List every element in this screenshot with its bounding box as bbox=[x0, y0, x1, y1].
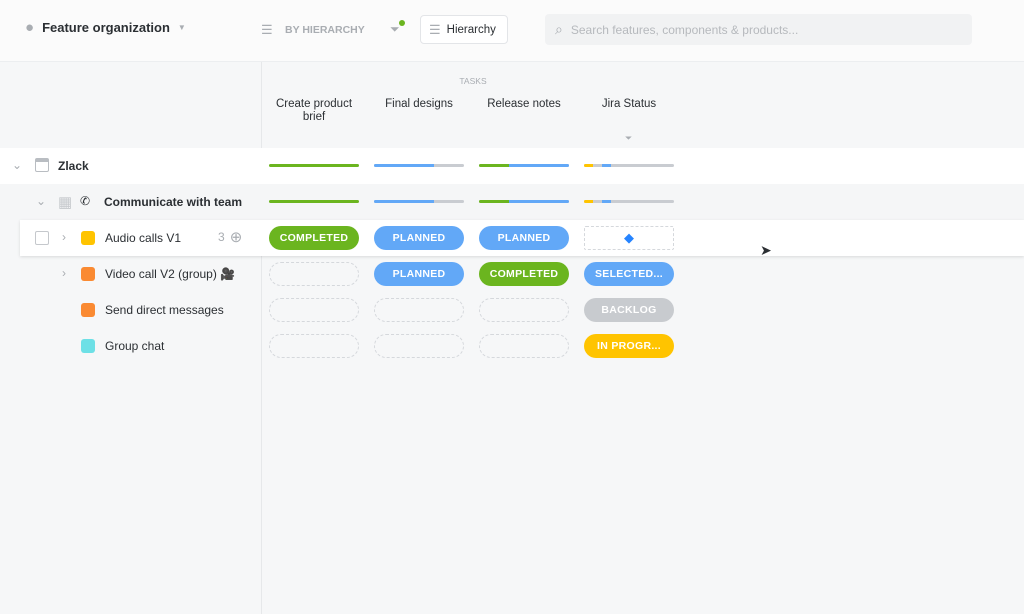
page-title-dropdown[interactable]: ● Feature organization ▼ bbox=[25, 19, 186, 36]
status-pill[interactable]: BACKLOG bbox=[584, 298, 674, 322]
progress-segment bbox=[602, 200, 611, 203]
mouse-cursor: ➤ bbox=[760, 242, 772, 258]
status-pill[interactable]: PLANNED bbox=[479, 226, 569, 250]
group-by-button[interactable]: BY HIERARCHY bbox=[285, 24, 365, 36]
empty-status-cell[interactable] bbox=[479, 334, 569, 358]
hierarchy-icon: ☰ bbox=[429, 21, 441, 37]
progress-segment bbox=[374, 200, 435, 203]
row-label: Video call V2 (group) 🎥 bbox=[105, 267, 236, 281]
product-icon bbox=[35, 158, 49, 172]
progress-bar bbox=[269, 164, 359, 167]
search-placeholder: Search features, components & products..… bbox=[570, 22, 799, 37]
progress-segment bbox=[593, 200, 602, 203]
row-label: Send direct messages bbox=[105, 303, 224, 317]
row-checkbox[interactable] bbox=[35, 231, 49, 245]
search-input[interactable]: ⌕ Search features, components & products… bbox=[545, 14, 972, 45]
row-label: Communicate with team bbox=[104, 195, 243, 209]
feature-color-swatch bbox=[81, 303, 95, 317]
column-header[interactable]: Release notes bbox=[487, 98, 561, 110]
status-pill[interactable]: SELECTED... bbox=[584, 262, 674, 286]
status-pill[interactable]: IN PROGR... bbox=[584, 334, 674, 358]
phone-icon: ✆ bbox=[80, 194, 91, 208]
progress-segment bbox=[269, 164, 359, 167]
progress-segment bbox=[374, 164, 435, 167]
progress-bar bbox=[374, 200, 464, 203]
component-row[interactable]: ⌄ ▦ ✆ Communicate with team bbox=[0, 184, 1024, 220]
team-icon: ● bbox=[25, 19, 35, 36]
subfeature-controls: 3 ⊕ bbox=[218, 228, 242, 246]
progress-segment bbox=[602, 164, 611, 167]
column-header[interactable]: Final designs bbox=[385, 98, 453, 110]
status-pill[interactable]: COMPLETED bbox=[479, 262, 569, 286]
column-header[interactable]: Jira Status bbox=[601, 98, 657, 110]
status-pill[interactable]: PLANNED bbox=[374, 226, 464, 250]
hierarchy-button-label: Hierarchy bbox=[446, 23, 496, 36]
progress-segment bbox=[593, 164, 602, 167]
status-pill[interactable]: PLANNED bbox=[374, 262, 464, 286]
progress-bar bbox=[479, 200, 569, 203]
chevron-down-icon[interactable]: ▼ bbox=[177, 23, 186, 32]
progress-segment bbox=[269, 200, 359, 203]
add-icon[interactable]: ⊕ bbox=[229, 229, 243, 246]
progress-segment bbox=[479, 200, 509, 203]
progress-segment bbox=[584, 164, 593, 167]
progress-bar bbox=[374, 164, 464, 167]
feature-color-swatch bbox=[81, 339, 95, 353]
row-label: Audio calls V1 bbox=[105, 231, 182, 245]
feature-color-swatch bbox=[81, 267, 95, 281]
search-icon: ⌕ bbox=[555, 21, 563, 37]
hierarchy-icon: ☰ bbox=[261, 22, 273, 37]
progress-segment bbox=[584, 200, 593, 203]
filter-icon[interactable]: ⏷ bbox=[390, 22, 400, 36]
progress-segment bbox=[479, 164, 509, 167]
progress-bar bbox=[584, 164, 674, 167]
component-icon: ▦ bbox=[58, 194, 73, 211]
subfeature-count: 3 bbox=[218, 230, 225, 244]
progress-bar bbox=[269, 200, 359, 203]
chevron-right-icon[interactable]: › bbox=[62, 266, 66, 280]
empty-status-cell[interactable] bbox=[269, 298, 359, 322]
feature-row[interactable]: Group chat bbox=[0, 328, 1024, 364]
jira-icon: ◆ bbox=[624, 230, 634, 245]
chevron-down-icon[interactable]: ⌄ bbox=[12, 158, 23, 172]
hierarchy-view-button[interactable]: ☰ Hierarchy bbox=[420, 15, 508, 44]
filter-active-dot bbox=[399, 20, 405, 26]
progress-bar bbox=[584, 200, 674, 203]
progress-segment bbox=[508, 164, 569, 167]
chevron-down-icon[interactable]: ⌄ bbox=[36, 194, 47, 208]
feature-color-swatch bbox=[81, 231, 95, 245]
top-bar: ● Feature organization ▼ ☰ BY HIERARCHY … bbox=[0, 0, 1024, 62]
tasks-group-label: TASKS bbox=[459, 76, 487, 86]
empty-status-cell[interactable] bbox=[479, 298, 569, 322]
empty-status-cell[interactable] bbox=[269, 262, 359, 286]
column-filter-icon[interactable]: ⏷ bbox=[625, 133, 633, 143]
status-pill[interactable]: COMPLETED bbox=[269, 226, 359, 250]
feature-row[interactable]: Send direct messages bbox=[0, 292, 1024, 328]
page-title: Feature organization bbox=[42, 20, 170, 35]
column-header[interactable]: Create product brief bbox=[275, 98, 353, 123]
jira-link-cell[interactable]: ◆ bbox=[584, 226, 674, 250]
row-label: Group chat bbox=[105, 339, 165, 353]
chevron-right-icon[interactable]: › bbox=[62, 230, 66, 244]
progress-segment bbox=[508, 200, 569, 203]
empty-status-cell[interactable] bbox=[374, 334, 464, 358]
left-panel bbox=[0, 62, 262, 614]
progress-bar bbox=[479, 164, 569, 167]
empty-status-cell[interactable] bbox=[374, 298, 464, 322]
row-label: Zlack bbox=[58, 159, 89, 173]
empty-status-cell[interactable] bbox=[269, 334, 359, 358]
feature-row[interactable]: › Video call V2 (group) 🎥 bbox=[0, 256, 1024, 292]
